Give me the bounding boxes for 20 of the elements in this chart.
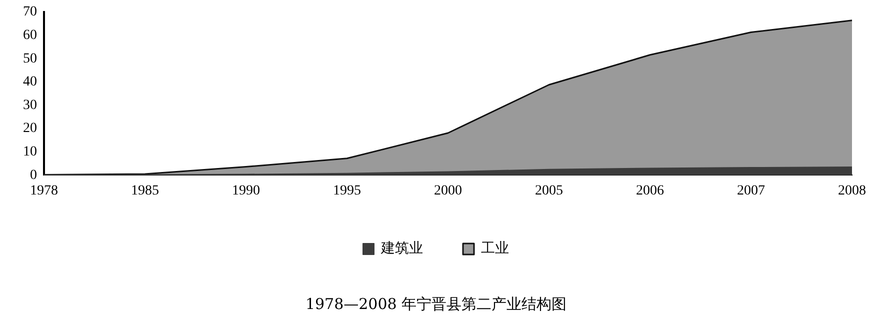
legend-label: 工业 [481,240,509,257]
legend-label: 建筑业 [380,240,423,257]
y-tick-label: 10 [23,144,37,160]
y-tick-label: 50 [23,51,37,66]
x-tick-label: 1990 [232,183,260,198]
x-tick-label: 1978 [30,183,58,198]
x-tick-label: 2007 [737,183,765,198]
x-tick-label: 1985 [131,183,159,198]
y-tick-label: 20 [23,121,37,136]
y-tick-label: 60 [23,28,37,43]
x-tick-label: 2008 [838,183,866,198]
x-tick-label: 2006 [636,183,664,198]
y-tick-label: 0 [30,168,37,183]
y-tick-label: 30 [23,98,37,113]
x-tick-label: 2000 [434,183,462,198]
y-tick-label: 70 [23,4,37,20]
y-tick-label: 40 [23,74,37,90]
x-tick-label: 2005 [535,183,563,198]
text: 1978—2008 年宁晋县第二产业结构图 [305,294,567,313]
x-tick-label: 1995 [333,183,361,198]
